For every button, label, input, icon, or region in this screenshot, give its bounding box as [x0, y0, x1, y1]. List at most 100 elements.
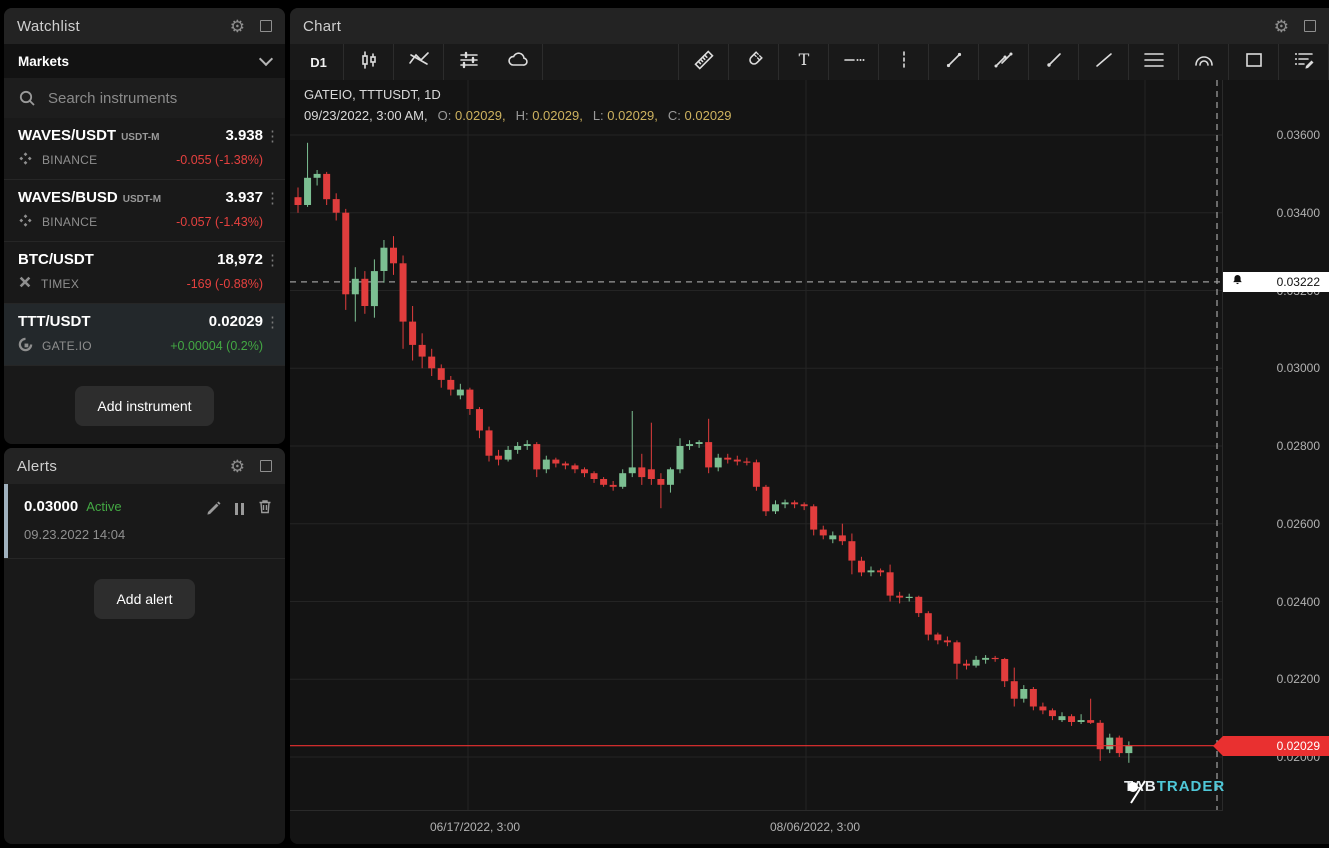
search-row[interactable]	[4, 78, 285, 118]
instrument-menu-icon[interactable]: ⋮	[265, 314, 280, 331]
current-price-value: 0.02029	[1276, 738, 1320, 753]
toolbar-chart-settings-icon[interactable]	[444, 44, 493, 80]
ohlc-label: O:	[437, 108, 452, 123]
rectangle-tool-icon	[1243, 49, 1265, 76]
toolbar-cloud-sync-icon[interactable]	[493, 44, 543, 80]
ohlc-value: 0.02029	[684, 108, 732, 123]
price-axis-label: 0.03000	[1276, 361, 1320, 376]
binance-icon	[18, 213, 33, 231]
tabtrader-logo-icon	[1128, 780, 1146, 804]
binance-icon	[18, 151, 33, 169]
watchlist-instrument-row[interactable]: WAVES/USDT USDT-M 3.938 BINANCE -0.055 (-1.3…	[4, 118, 285, 180]
instrument-menu-icon[interactable]: ⋮	[265, 190, 280, 207]
trend-line-icon	[943, 49, 965, 76]
edit-alert-icon[interactable]	[205, 498, 222, 520]
search-icon	[19, 90, 35, 106]
alert-accent-bar	[4, 484, 8, 558]
text-tool-icon: T	[793, 49, 815, 76]
chart-settings-gear-icon[interactable]: ⚙	[1273, 16, 1289, 36]
chart-header: Chart ⚙	[290, 8, 1329, 44]
toolbar-spacer	[543, 44, 679, 80]
candlestick-style-icon	[358, 49, 380, 76]
watchlist-maximize-icon[interactable]	[260, 20, 272, 32]
chart-legend: GATEIO, TTTUSDT, 1D 09/23/2022, 3:00 AM,…	[304, 87, 732, 123]
time-axis[interactable]: 06/17/2022, 3:00 08/06/2022, 3:00	[290, 811, 1222, 844]
time-axis-label: 06/17/2022, 3:00	[429, 820, 521, 834]
timeframe-button[interactable]: D1	[294, 44, 344, 80]
price-axis-label: 0.02400	[1276, 594, 1320, 609]
chart-toolbar: D1 T	[290, 44, 1329, 81]
toolbar-magnet-icon[interactable]	[729, 44, 779, 80]
alerts-header: Alerts ⚙	[4, 448, 285, 484]
instrument-symbol: WAVES/USDT	[18, 127, 117, 144]
watchlist-instrument-row[interactable]: TTT/USDT 0.02029 GATE.IO +0.00004 (0.2%) ⋮	[4, 304, 285, 366]
chart-maximize-icon[interactable]	[1304, 20, 1316, 32]
toolbar-ray-line-icon[interactable]	[1029, 44, 1079, 80]
ruler-icon	[692, 48, 716, 77]
watchlist-panel: Watchlist ⚙ Markets WAVES/USDT USDT-M 3.93…	[4, 8, 285, 444]
price-change: -169 (-0.88%)	[186, 276, 263, 291]
instrument-menu-icon[interactable]: ⋮	[265, 128, 280, 145]
alert-row[interactable]: 0.03000 Active 09.23.2022 14:04	[4, 484, 285, 559]
vertical-line-icon	[893, 49, 915, 76]
alerts-panel: Alerts ⚙ 0.03000 Active 09.23.2022 14:04 A…	[4, 448, 285, 844]
price-axis[interactable]: 0.036000.034000.032000.030000.028000.026…	[1213, 80, 1329, 810]
watchlist-instrument-row[interactable]: WAVES/BUSD USDT-M 3.937 BINANCE -0.057 (-1.4…	[4, 180, 285, 242]
watchlist-header: Watchlist ⚙	[4, 8, 285, 44]
cloud-sync-icon	[506, 48, 530, 77]
time-axis-label: 08/06/2022, 3:00	[769, 820, 861, 834]
alerts-title: Alerts	[17, 457, 58, 475]
ohlc-label: C:	[667, 108, 681, 123]
delete-alert-icon[interactable]	[257, 498, 273, 520]
toolbar-fib-arc-icon[interactable]	[1179, 44, 1229, 80]
timex-icon	[18, 275, 32, 292]
toolbar-drawings-list-icon[interactable]	[1279, 44, 1329, 80]
ohlc-value: 0.02029,	[532, 108, 583, 123]
toolbar-text-tool-icon[interactable]: T	[779, 44, 829, 80]
bell-icon	[1231, 273, 1244, 290]
ray-line-icon	[1043, 49, 1065, 76]
toolbar-vertical-line-icon[interactable]	[879, 44, 929, 80]
add-alert-button[interactable]: Add alert	[94, 579, 195, 619]
svg-text:T: T	[798, 50, 809, 69]
instrument-menu-icon[interactable]: ⋮	[265, 252, 280, 269]
toolbar-indicators-icon[interactable]	[394, 44, 444, 80]
toolbar-extended-line-icon[interactable]	[1079, 44, 1129, 80]
instrument-symbol: BTC/USDT	[18, 251, 94, 268]
pause-alert-icon[interactable]	[235, 503, 244, 515]
search-input[interactable]	[46, 88, 250, 108]
ohlc-value: 0.02029,	[454, 108, 506, 123]
price-axis-label: 0.02600	[1276, 516, 1320, 531]
chart-settings-icon	[458, 49, 480, 76]
alert-status: Active	[86, 499, 122, 514]
legend-symbol: GATEIO, TTTUSDT, 1D	[304, 87, 441, 102]
current-price-tag: 0.02029	[1213, 735, 1329, 756]
markets-label: Markets	[18, 53, 70, 69]
drawings-list-icon	[1292, 49, 1316, 76]
toolbar-rectangle-tool-icon[interactable]	[1229, 44, 1279, 80]
alerts-maximize-icon[interactable]	[260, 460, 272, 472]
toolbar-horizontal-line-icon[interactable]	[829, 44, 879, 80]
price-change: -0.057 (-1.43%)	[176, 215, 263, 229]
toolbar-ruler-icon[interactable]	[679, 44, 729, 80]
exchange-name: GATE.IO	[42, 339, 92, 353]
alerts-settings-gear-icon[interactable]: ⚙	[229, 456, 245, 476]
markets-dropdown[interactable]: Markets	[4, 44, 285, 78]
instrument-price: 3.938	[225, 127, 263, 144]
horizontal-line-icon	[842, 49, 866, 76]
ohlc-label: L:	[592, 108, 604, 123]
price-change: +0.00004 (0.2%)	[170, 339, 263, 353]
alert-price-tag[interactable]: 0.03222	[1223, 271, 1329, 292]
toolbar-candlestick-style-icon[interactable]	[344, 44, 394, 80]
chevron-down-icon	[258, 51, 274, 67]
toolbar-trend-line-icon[interactable]	[929, 44, 979, 80]
candlestick-plot[interactable]: GATEIO, TTTUSDT, 1D 09/23/2022, 3:00 AM,…	[290, 80, 1224, 811]
watchlist-settings-gear-icon[interactable]: ⚙	[229, 16, 245, 36]
price-axis-label: 0.02800	[1276, 439, 1320, 453]
add-instrument-button[interactable]: Add instrument	[75, 386, 214, 426]
toolbar-parallel-channel-icon[interactable]	[979, 44, 1029, 80]
exchange-name: TIMEX	[41, 276, 80, 291]
watchlist-instrument-row[interactable]: BTC/USDT 18,972 TIMEX -169 (-0.88%) ⋮	[4, 242, 285, 304]
toolbar-fib-retracement-icon[interactable]	[1129, 44, 1179, 80]
price-change: -0.055 (-1.38%)	[176, 153, 263, 167]
